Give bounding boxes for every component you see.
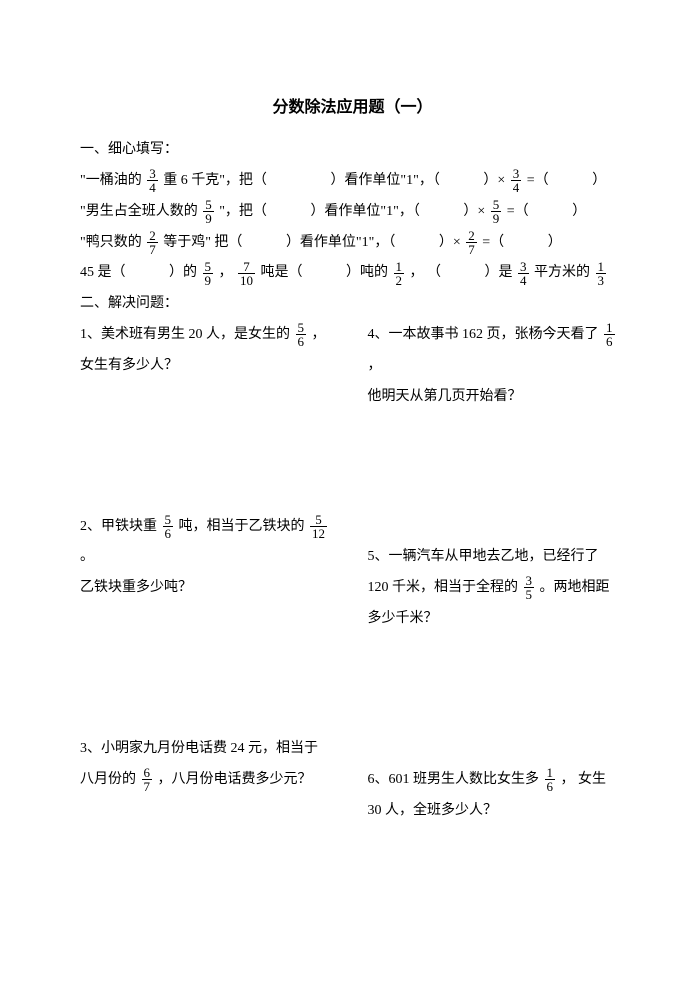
text: ）× <box>463 204 485 219</box>
fraction: 27 <box>466 229 477 256</box>
fraction: 512 <box>310 513 327 540</box>
text: 重 6 千克"，把（ <box>163 173 267 188</box>
text: ） <box>548 235 562 250</box>
fraction: 13 <box>596 260 607 287</box>
fraction: 34 <box>518 260 529 287</box>
fraction: 34 <box>511 167 522 194</box>
text: ， <box>368 358 382 373</box>
fraction: 56 <box>163 513 174 540</box>
problem-3: 3、小明家九月份电话费 24 元，相当于 八月份的 67 ，八月份电话费多少元？ <box>80 734 338 796</box>
text: "男生占全班人数的 <box>80 204 198 219</box>
text: ，八月份电话费多少元？ <box>158 772 312 787</box>
text: ）看作单位"1"，（ <box>310 204 419 219</box>
text: ） <box>572 204 586 219</box>
text: ）看作单位"1"，（ <box>330 173 439 188</box>
text: 。 <box>80 549 94 564</box>
text: 吨是（ <box>261 265 303 280</box>
text: 乙铁块重多少吨？ <box>80 573 338 604</box>
fraction: 67 <box>142 766 153 793</box>
fill-line-2: "男生占全班人数的 59 "，把（ ）看作单位"1"，（ ）× 59 =（ ） <box>80 197 625 228</box>
section1-heading: 一、细心填写： <box>80 135 625 166</box>
text: ）看作单位"1"，（ <box>286 235 395 250</box>
text: 八月份的 <box>80 772 136 787</box>
text: 他明天从第几页开始看？ <box>368 382 626 413</box>
text: 女生有多少人？ <box>80 351 338 382</box>
fraction: 35 <box>524 574 535 601</box>
problem-2: 2、甲铁块重 56 吨，相当于乙铁块的 512 。 乙铁块重多少吨？ <box>80 512 338 604</box>
text: "，把（ <box>219 204 267 219</box>
text: 30 人，全班多少人？ <box>368 796 626 827</box>
text: =（ <box>527 173 549 188</box>
fraction: 59 <box>203 260 214 287</box>
text: ， <box>312 327 326 342</box>
text: ）是 <box>485 265 513 280</box>
fraction: 12 <box>394 260 405 287</box>
fill-line-4: 45 是（ ）的 59 ， 710 吨是（ ）吨的 12 ， （ ）是 34 平… <box>80 258 625 289</box>
page-title: 分数除法应用题（一） <box>80 90 625 125</box>
problem-4: 4、一本故事书 162 页，张杨今天看了 16 ， 他明天从第几页开始看？ <box>368 320 626 412</box>
text: 4、一本故事书 162 页，张杨今天看了 <box>368 327 599 342</box>
text: ）× <box>439 235 461 250</box>
text: 120 千米，相当于全程的 <box>368 580 519 595</box>
fill-line-1: "一桶油的 34 重 6 千克"，把（ ）看作单位"1"，（ ）× 34 =（ … <box>80 166 625 197</box>
text: 。两地相距 <box>540 580 610 595</box>
text: "鸭只数的 <box>80 235 142 250</box>
text: ， <box>219 265 233 280</box>
text: ）的 <box>169 265 197 280</box>
section2-heading: 二、解决问题： <box>80 289 625 320</box>
fraction: 16 <box>545 766 556 793</box>
problems-columns: 1、美术班有男生 20 人，是女生的 56 ， 女生有多少人？ 2、甲铁块重 5… <box>80 320 625 826</box>
text: 1、美术班有男生 20 人，是女生的 <box>80 327 290 342</box>
text: 6、601 班男生人数比女生多 <box>368 772 540 787</box>
fill-line-3: "鸭只数的 27 等于鸡" 把（ ）看作单位"1"，（ ）× 27 =（ ） <box>80 228 625 259</box>
right-column: 4、一本故事书 162 页，张杨今天看了 16 ， 他明天从第几页开始看？ 5、… <box>368 320 626 826</box>
problem-1: 1、美术班有男生 20 人，是女生的 56 ， 女生有多少人？ <box>80 320 338 382</box>
text: 等于鸡" 把（ <box>163 235 242 250</box>
left-column: 1、美术班有男生 20 人，是女生的 56 ， 女生有多少人？ 2、甲铁块重 5… <box>80 320 338 826</box>
text: ）吨的 <box>346 265 388 280</box>
fraction: 27 <box>147 229 158 256</box>
fraction: 59 <box>203 198 214 225</box>
fraction: 56 <box>296 321 307 348</box>
text: 多少千米？ <box>368 604 626 635</box>
text: 45 是（ <box>80 265 126 280</box>
text: 2、甲铁块重 <box>80 519 157 534</box>
text: 平方米的 <box>534 265 590 280</box>
problem-6: 6、601 班男生人数比女生多 16 ， 女生 30 人，全班多少人？ <box>368 765 626 827</box>
problem-5: 5、一辆汽车从甲地去乙地，已经行了 120 千米，相当于全程的 35 。两地相距… <box>368 542 626 634</box>
worksheet-page: 分数除法应用题（一） 一、细心填写： "一桶油的 34 重 6 千克"，把（ ）… <box>0 0 695 866</box>
text: =（ <box>482 235 504 250</box>
fraction: 59 <box>491 198 502 225</box>
text: 5、一辆汽车从甲地去乙地，已经行了 <box>368 542 626 573</box>
fraction: 16 <box>604 321 615 348</box>
text: ， （ <box>410 265 442 280</box>
text: "一桶油的 <box>80 173 142 188</box>
fraction: 710 <box>238 260 255 287</box>
text: ） <box>592 173 606 188</box>
text: 吨，相当于乙铁块的 <box>179 519 305 534</box>
text: 3、小明家九月份电话费 24 元，相当于 <box>80 734 338 765</box>
text: =（ <box>507 204 529 219</box>
fraction: 34 <box>147 167 158 194</box>
text: ）× <box>483 173 505 188</box>
text: ， 女生 <box>561 772 607 787</box>
